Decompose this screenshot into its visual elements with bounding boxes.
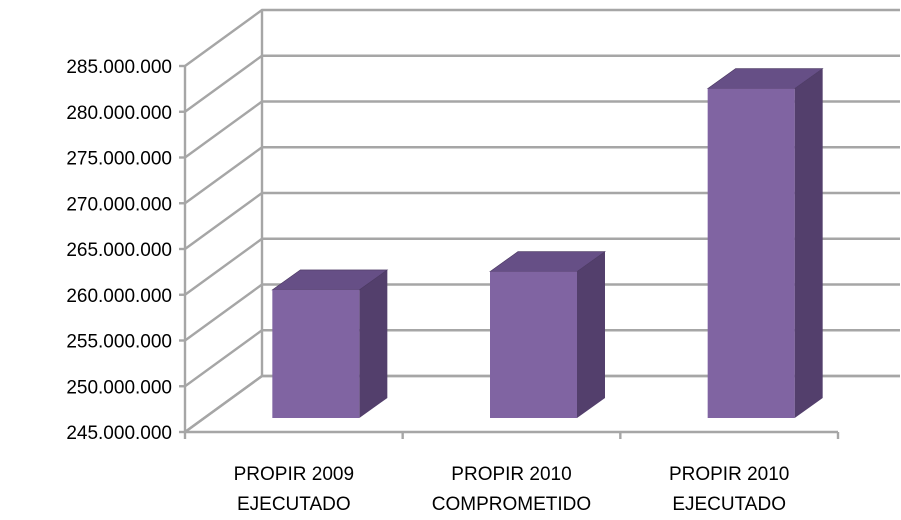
axes (179, 64, 840, 439)
gridline (184, 8, 900, 67)
gridline (184, 283, 900, 342)
gridline (184, 191, 900, 250)
bar-side (794, 68, 823, 418)
x-axis-labels: PROPIR 2009 EJECUTADO PROPIR 2010 COMPROMET… (234, 464, 790, 515)
bar (706, 68, 824, 418)
y-axis-ticks: 245.000.000 250.000.000 255.000.000 260.000… (66, 57, 172, 444)
bar-front (707, 88, 795, 418)
bar (489, 251, 606, 418)
gridline (184, 54, 900, 113)
x-tick-label: PROPIR 2010 EJECUTADO (669, 464, 789, 515)
y-tick-label: 255.000.000 (66, 332, 172, 353)
y-tick-label: 280.000.000 (66, 103, 172, 124)
gridline (184, 100, 900, 159)
x-tick-label: PROPIR 2010 COMPROMETIDO (432, 464, 591, 515)
bar-front (490, 271, 577, 418)
bar-side (359, 269, 388, 418)
x-tick-label: PROPIR 2009 EJECUTADO (234, 464, 354, 515)
gridline (184, 329, 900, 388)
y-tick-label: 275.000.000 (66, 149, 172, 170)
bar-side (577, 251, 605, 418)
y-tick-label: 250.000.000 (66, 377, 172, 398)
bar-front (272, 289, 360, 418)
y-tick-label: 260.000.000 (66, 286, 172, 307)
gridlines (184, 8, 900, 433)
y-tick-label: 270.000.000 (66, 194, 172, 215)
gridline (184, 146, 900, 205)
gridline (184, 237, 900, 296)
bars (271, 68, 824, 418)
y-tick-label: 265.000.000 (66, 240, 172, 261)
bar (271, 269, 389, 418)
y-tick-label: 285.000.000 (66, 57, 172, 78)
y-tick-label: 245.000.000 (66, 423, 172, 444)
gridline (184, 374, 900, 433)
